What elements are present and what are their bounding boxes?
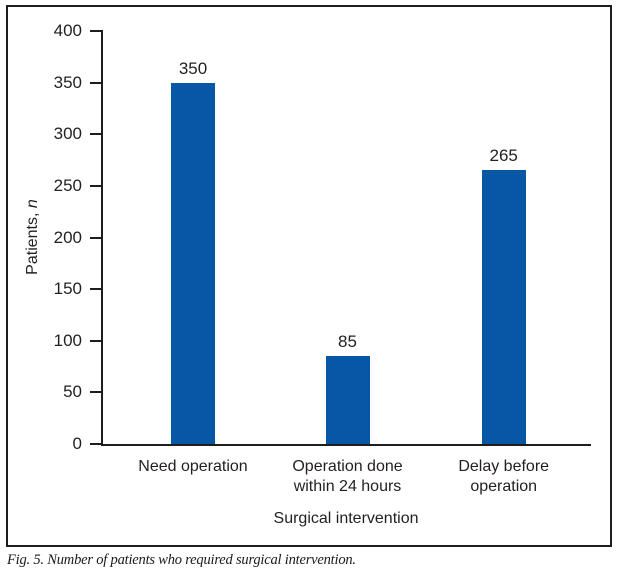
bar-2 bbox=[481, 170, 526, 444]
y-axis-tick-label: 50 bbox=[63, 382, 82, 402]
y-axis-tick bbox=[90, 30, 103, 32]
x-axis-title: Surgical intervention bbox=[273, 510, 419, 527]
y-axis-tick-label: 250 bbox=[53, 175, 82, 195]
bar-value-label-1: 85 bbox=[338, 332, 357, 352]
y-axis-tick-label: 350 bbox=[53, 72, 82, 92]
y-axis-tick bbox=[90, 236, 103, 239]
y-axis-tick-label: 100 bbox=[53, 330, 82, 350]
y-axis-tick-label: 150 bbox=[53, 279, 82, 299]
y-axis-tick-label: 0 bbox=[72, 434, 82, 453]
x-category-label-0: Need operation bbox=[138, 458, 248, 475]
y-axis-tick-label: 200 bbox=[53, 227, 82, 247]
y-axis-tick bbox=[90, 184, 103, 187]
y-axis-tick-label: 300 bbox=[53, 124, 82, 144]
y-axis-line bbox=[101, 31, 103, 446]
x-axis-line bbox=[101, 444, 591, 446]
y-axis-tick bbox=[90, 339, 103, 342]
x-category-label-1: Operation done within 24 hours bbox=[292, 458, 403, 495]
y-axis-tick bbox=[90, 133, 103, 136]
bar-0 bbox=[171, 82, 215, 444]
bar-1 bbox=[325, 356, 370, 444]
bar-value-label-0: 350 bbox=[178, 58, 208, 78]
x-category-label-2: Delay before operation bbox=[458, 458, 550, 495]
y-axis-title-italic-n: n bbox=[24, 199, 41, 209]
y-axis-tick bbox=[90, 443, 103, 445]
y-axis-tick bbox=[90, 391, 103, 394]
bar-value-label-2: 265 bbox=[489, 146, 518, 166]
chart-frame: Patients, n 0 50 100 150 200 250 300 350 400 350 N… bbox=[6, 5, 612, 547]
y-axis-tick bbox=[90, 81, 103, 84]
y-axis-tick bbox=[90, 288, 103, 291]
y-axis-tick-label: 400 bbox=[53, 21, 82, 40]
figure-caption: Fig. 5. Number of patients who required … bbox=[7, 552, 356, 568]
